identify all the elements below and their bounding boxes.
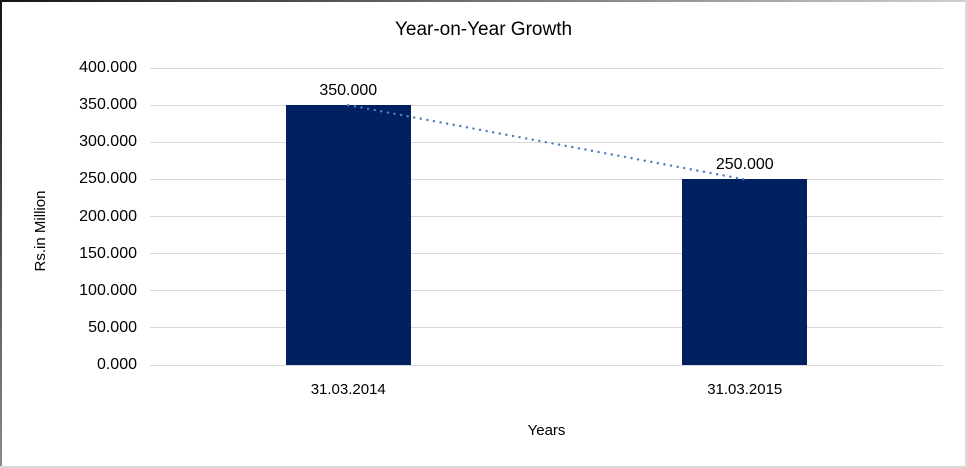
y-tick-label: 250.000: [79, 170, 137, 188]
bar: [285, 105, 411, 365]
frame-border-left: [0, 0, 2, 468]
y-tick-label: 0.000: [96, 356, 137, 373]
x-tick-label: 31.03.2015: [707, 381, 783, 398]
y-tick-label: 50.000: [88, 318, 137, 336]
y-tick-label: 100.000: [79, 281, 137, 299]
bar-value-label: 250.000: [715, 156, 774, 174]
y-tick-label: 200.000: [79, 207, 137, 225]
gridline: [150, 327, 943, 329]
bar-value-label: 350.000: [319, 82, 378, 100]
frame-border-bottom: [0, 466, 967, 468]
trendline: [347, 103, 746, 181]
y-tick-label: 150.000: [79, 244, 137, 262]
gridline: [150, 253, 943, 255]
trendline-path: [347, 103, 746, 181]
y-tick-label: 300.000: [79, 133, 137, 151]
plot-area: [150, 68, 943, 365]
bar: [682, 179, 808, 365]
y-tick-label: 350.000: [79, 96, 137, 114]
gridline: [150, 364, 943, 366]
gridline: [150, 290, 943, 292]
x-axis-title: Years: [527, 422, 566, 439]
frame-border-right: [965, 0, 967, 468]
x-tick-label: 31.03.2014: [310, 381, 386, 398]
gridline: [150, 104, 943, 106]
y-axis-title: Rs.in Million: [32, 190, 49, 272]
frame-border-top: [0, 0, 967, 2]
y-tick-label: 400.000: [79, 59, 137, 76]
chart-title: Year-on-Year Growth: [394, 19, 573, 40]
gridline: [150, 67, 943, 69]
gridline: [150, 178, 943, 180]
gridline: [150, 216, 943, 217]
